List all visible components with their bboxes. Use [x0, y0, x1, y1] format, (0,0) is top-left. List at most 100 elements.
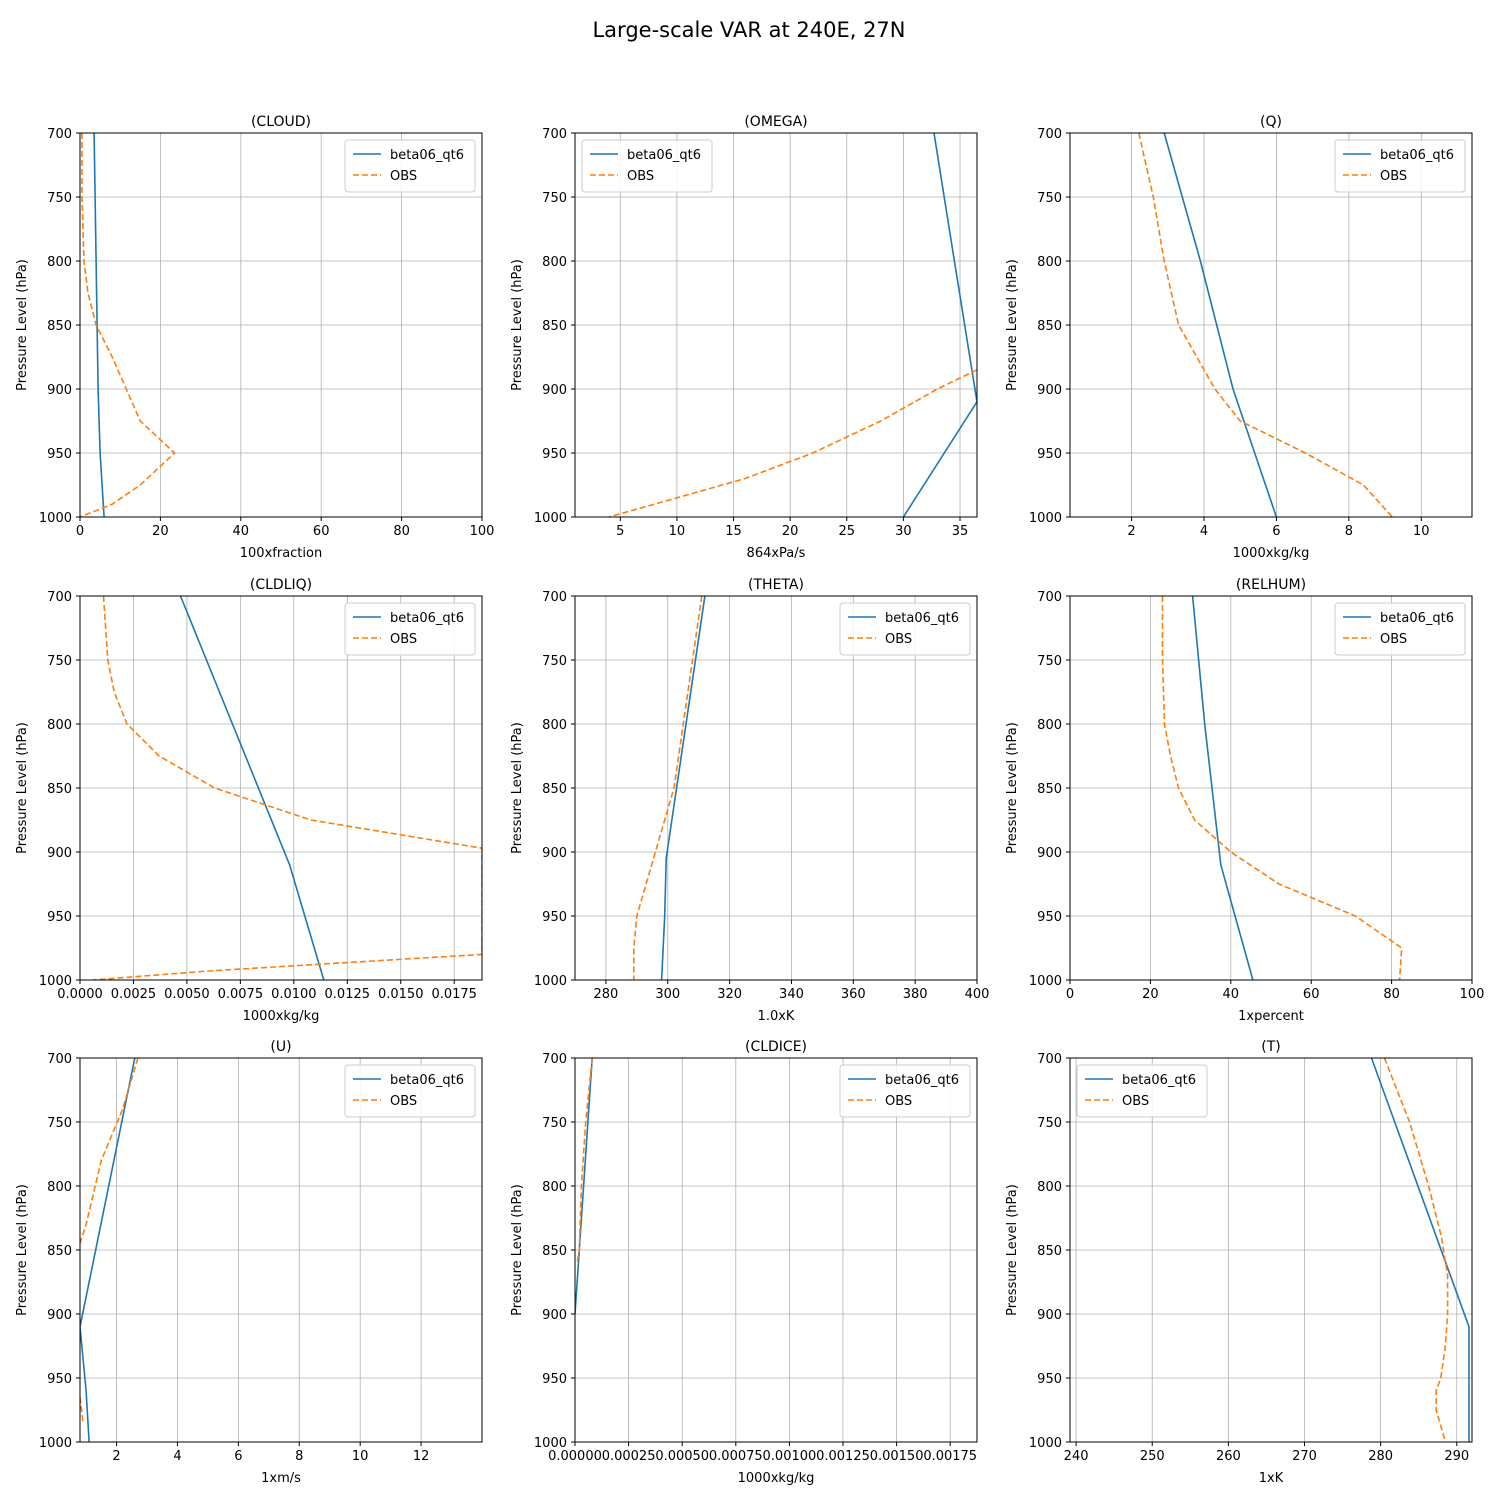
series-group — [608, 133, 977, 517]
y-tick-label: 1000 — [39, 974, 72, 989]
legend-label: OBS — [1122, 1094, 1149, 1109]
legend-box — [344, 139, 476, 193]
y-tick-label: 750 — [47, 191, 72, 206]
x-tick-label: 15 — [725, 524, 742, 539]
x-tick-label: 80 — [393, 524, 410, 539]
subplot-grid: 0 20 40 60 80 1007007508008509009501000(CLOUD… — [15, 114, 1484, 1486]
x-tick-label: 400 — [965, 987, 990, 1002]
x-tick-label: 280 — [1368, 1449, 1393, 1464]
subplot: 2 4 6 8 10 12 700 750 800 850 900 950 1000 (U) 1xm/s Pr… — [15, 1039, 483, 1486]
subplot-title: (CLOUD) — [251, 114, 311, 130]
subplot-title: (U) — [270, 1039, 291, 1055]
series-group — [1138, 133, 1393, 517]
legend-label: beta06_qt6 — [885, 611, 959, 626]
y-axis-label: Pressure Level (hPa) — [510, 722, 525, 854]
legend-box — [839, 602, 971, 656]
x-tick-label: 0.0175 — [431, 987, 477, 1002]
legend: beta06_qt6 OBS — [1076, 1064, 1208, 1118]
series-group — [575, 1058, 593, 1315]
y-tick-label: 1000 — [534, 974, 567, 989]
subplot: 280 300 320 340 360 380 400 700 750 800 850 900 950 1… — [510, 577, 989, 1024]
legend-label: OBS — [390, 632, 417, 647]
y-tick-label: 800 — [1037, 255, 1062, 270]
obs-line — [1383, 1058, 1449, 1442]
y-tick-label: 850 — [542, 319, 567, 334]
legend: beta06_qt6 OBS — [839, 1064, 971, 1118]
x-tick-label: 60 — [313, 524, 330, 539]
obs-line — [632, 596, 703, 980]
y-tick-label: 900 — [542, 383, 567, 398]
legend-label: OBS — [390, 169, 417, 184]
subplot: 2 4 6 8 10 700 750 800 850 900 950 1000 (Q) 1000xkg/k… — [1005, 114, 1473, 561]
y-tick-label: 1000 — [534, 1436, 567, 1451]
y-tick-label: 900 — [47, 846, 72, 861]
subplot-title: (CLDICE) — [745, 1039, 807, 1055]
x-tick-label: 10 — [1413, 524, 1430, 539]
obs-line — [608, 369, 977, 517]
subplot-title: (OMEGA) — [744, 114, 807, 130]
series-group — [80, 133, 176, 517]
legend-label: OBS — [1380, 169, 1407, 184]
y-axis-label: Pressure Level (hPa) — [510, 1184, 525, 1316]
x-tick-label: 8 — [1345, 524, 1353, 539]
x-tick-label: 6 — [1272, 524, 1280, 539]
x-axis-label: 1xm/s — [261, 1471, 301, 1486]
subplot-title: (RELHUM) — [1236, 577, 1306, 593]
y-tick-label: 850 — [542, 782, 567, 797]
legend: beta06_qt6 OBS — [344, 602, 476, 656]
x-tick-label: 4 — [173, 1449, 181, 1464]
y-axis-label: Pressure Level (hPa) — [510, 259, 525, 391]
y-tick-label: 950 — [1037, 447, 1062, 462]
model-line — [93, 133, 105, 517]
legend-label: OBS — [1380, 632, 1407, 647]
x-tick-label: 10 — [352, 1449, 369, 1464]
subplot-title: (Q) — [1260, 114, 1282, 130]
figure-title: Large-scale VAR at 240E, 27N — [592, 18, 905, 42]
y-tick-label: 750 — [1037, 191, 1062, 206]
subplot: 0.00000 0.00025 0.00050 0.00075 0.00100 0.001… — [510, 1039, 978, 1486]
x-axis-label: 1.0xK — [758, 1009, 795, 1024]
obs-line — [92, 596, 482, 980]
y-tick-label: 800 — [47, 718, 72, 733]
y-tick-label: 850 — [47, 1244, 72, 1259]
y-tick-label: 1000 — [39, 511, 72, 526]
legend-box — [1334, 139, 1466, 193]
legend-label: beta06_qt6 — [627, 148, 701, 163]
y-tick-label: 950 — [47, 447, 72, 462]
x-axis-label: 1xK — [1259, 1471, 1284, 1486]
x-tick-label: 0.0075 — [218, 987, 264, 1002]
x-tick-label: 100 — [1460, 987, 1485, 1002]
y-tick-label: 950 — [47, 910, 72, 925]
y-tick-label: 800 — [1037, 718, 1062, 733]
y-tick-label: 950 — [1037, 910, 1062, 925]
x-axis-label: 1000xkg/kg — [738, 1471, 815, 1486]
legend-label: OBS — [627, 169, 654, 184]
subplot-title: (THETA) — [748, 577, 804, 593]
model-line — [575, 1058, 593, 1315]
y-tick-label: 700 — [47, 127, 72, 142]
x-tick-label: 0.00025 — [602, 1449, 656, 1464]
x-tick-label: 5 — [616, 524, 624, 539]
legend-label: OBS — [885, 1094, 912, 1109]
x-tick-label: 12 — [413, 1449, 430, 1464]
subplot: 0 20 40 60 80 100 700 750 800 850 900 950 1000 (RELHU… — [1005, 577, 1484, 1024]
series-group — [1161, 596, 1403, 980]
legend: beta06_qt6 OBS — [344, 1064, 476, 1118]
x-tick-label: 320 — [717, 987, 742, 1002]
x-tick-label: 270 — [1292, 1449, 1317, 1464]
y-tick-label: 700 — [1037, 127, 1062, 142]
legend-label: beta06_qt6 — [885, 1073, 959, 1088]
obs-line — [1161, 596, 1403, 980]
y-tick-label: 800 — [542, 255, 567, 270]
y-tick-label: 700 — [542, 127, 567, 142]
x-tick-label: 60 — [1303, 987, 1320, 1002]
legend-label: beta06_qt6 — [390, 611, 464, 626]
y-tick-label: 800 — [47, 1180, 72, 1195]
legend-box — [344, 1064, 476, 1118]
x-tick-label: 0.0050 — [164, 987, 210, 1002]
x-tick-label: 250 — [1140, 1449, 1165, 1464]
y-tick-label: 700 — [47, 1052, 72, 1067]
y-tick-label: 900 — [1037, 1308, 1062, 1323]
series-group — [1370, 1058, 1470, 1442]
